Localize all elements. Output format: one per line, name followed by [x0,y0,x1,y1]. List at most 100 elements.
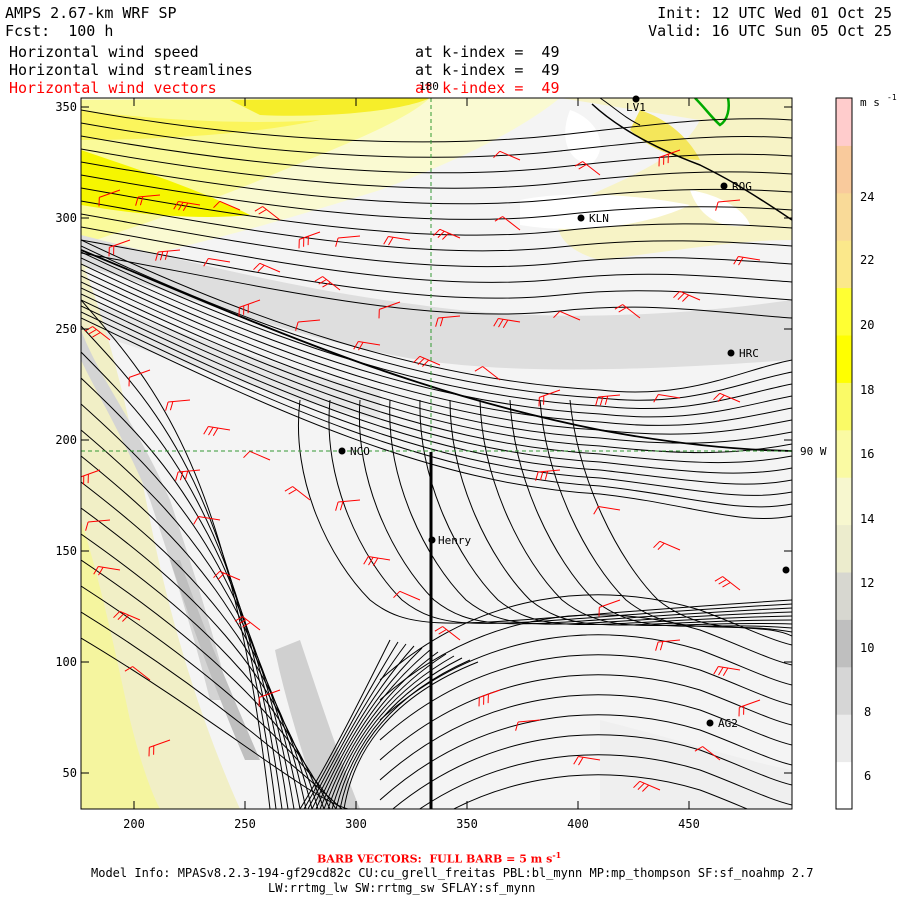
colorbar-swatch [836,761,852,810]
station-marker-hrc [727,349,735,357]
wind-barb [234,616,261,631]
field-name-2: Horizontal wind streamlines [9,61,253,79]
wind-barb [573,756,601,766]
wind-barb [363,556,391,567]
y-tick-250: 250 [55,322,77,336]
wind-barb [335,235,361,247]
streamline [81,249,792,452]
wind-barb [238,299,261,317]
model-info-line-1: Model Info: MPASv8.2.3-194-gf29cd82c CU:… [91,866,814,880]
plot-frame [80,97,793,810]
station-marker-rog [720,182,728,190]
streamline [358,399,792,625]
streamline [81,559,331,809]
streamline [303,641,399,809]
colorbar-ticks: 24 22 20 18 16 14 12 10 8 6 [860,190,874,783]
wind-barb [574,161,601,176]
wind-barb [673,290,701,302]
streamline [81,148,792,189]
streamline [81,245,792,401]
streamline [479,399,792,626]
wind-barb [253,262,281,273]
cbar-tick-24: 24 [860,190,874,204]
wind-barb [713,666,741,677]
cbar-tick-8: 8 [864,705,871,719]
y-tick-200: 200 [55,433,77,447]
station-label-kln: KLN [589,212,609,225]
wind-barb [715,199,741,211]
station-marker-edge [782,566,790,574]
streamline [81,161,792,205]
streamline [81,455,307,809]
wind-barb [595,394,621,406]
wind-barb [655,639,681,651]
wind-barb [298,231,321,249]
init-time: Init: 12 UTC Wed 01 Oct 25 [657,4,892,22]
streamline [81,281,792,454]
y-tick-300: 300 [55,211,77,225]
streamline [379,594,792,681]
streamline [81,305,792,496]
colorbar-swatch [836,666,852,715]
streamline [81,317,792,520]
wind-barb [175,469,201,481]
wind-barb [733,256,761,266]
streamline [392,734,792,809]
wind-barb [193,516,221,525]
wind-barb [295,319,321,331]
streamline [343,661,479,809]
y-tick-150: 150 [55,544,77,558]
wind-barb [493,318,521,329]
wind-barb [658,149,681,167]
streamline [389,399,792,625]
wind-barb [353,341,381,351]
x-tick-250: 250 [234,817,256,831]
wind-barb [213,200,241,211]
streamline [81,135,792,174]
field-name-3: Horizontal wind vectors [9,79,217,97]
station-marker-lv1 [632,95,640,103]
wind-barb [243,450,271,461]
streamline [569,399,792,637]
wind-barb [413,355,441,367]
wind-barb [93,566,121,576]
streamline [81,252,792,319]
streamline [81,109,792,143]
streamline [81,187,792,236]
wind-barb [81,469,101,485]
streamline [331,655,455,809]
streamline [379,674,792,761]
forecast-hour: Fcst: 100 h [5,22,114,40]
station-label-nco: NCO [350,445,370,458]
y-tick-350: 350 [55,100,77,114]
colorbar-swatch [836,335,852,383]
stations: LV1 ROG KLN HRC NCO Henry AG2 [338,95,790,730]
latitude-label: 90 W [800,445,827,458]
streamline [81,200,792,252]
colorbar-swatch [836,524,852,573]
streamline [81,481,313,809]
wind-barb [124,666,151,681]
station-label-rog: ROG [732,180,752,193]
wind-barb [85,519,111,531]
wind-barb [165,399,191,411]
model-title: AMPS 2.67-km WRF SP [5,4,177,22]
streamline [379,714,792,801]
wind-barb [203,258,231,267]
y-tick-100: 100 [55,655,77,669]
colorbar-frame [835,97,853,810]
field-level-1: at k-index = 49 [415,43,560,61]
streamline [81,311,792,508]
streamline [81,257,792,418]
colorbar-swatch [836,98,852,146]
wind-barb [113,610,141,622]
streamline [81,299,271,809]
streamline [311,645,415,809]
wind-barb [653,394,681,403]
wind-barb [213,570,241,581]
wind-barb [714,576,741,591]
x-tick-450: 450 [678,817,700,831]
streamline [81,299,792,485]
field-level-3: at k-index = 49 [415,79,560,97]
wind-barb [173,201,201,212]
